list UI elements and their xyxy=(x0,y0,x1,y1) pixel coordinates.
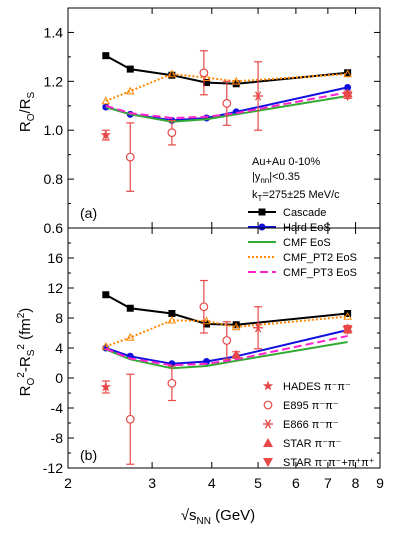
y-tick-label: 16 xyxy=(47,250,63,266)
series-line-cmf-pt3-eos xyxy=(105,91,348,120)
series-point-cmf-pt2-eos xyxy=(231,76,241,85)
x-tick-label: 4 xyxy=(208,475,216,491)
legend-label: STAR π⁻π⁻+π⁺π⁺ xyxy=(283,457,375,469)
legend-marker-asterisk-stroke xyxy=(264,419,272,429)
y-tick-label: 1.2 xyxy=(44,73,64,89)
legend-label: HADES π⁻π⁻ xyxy=(283,381,351,393)
x-tick-label: 7 xyxy=(324,475,332,491)
series-point-cascade xyxy=(203,79,211,87)
series-line-hard-eos xyxy=(105,329,348,365)
series-line-cmf-eos xyxy=(105,95,348,123)
y-tick-label: 0 xyxy=(55,370,63,386)
data-point-e895 xyxy=(167,128,177,138)
y-tick-label: 4 xyxy=(55,340,63,356)
panel-label-a: (a) xyxy=(80,205,97,221)
legend-label: CMF EoS xyxy=(283,237,331,249)
series-line-cascade xyxy=(105,54,348,85)
legend-label: CMF_PT2 EoS xyxy=(283,252,357,264)
x-tick-label: 3 xyxy=(148,475,156,491)
series-point-cascade xyxy=(102,52,110,60)
series-point-cascade xyxy=(344,69,352,77)
legend-label: E895 π⁻π⁻ xyxy=(283,400,339,412)
data-point-star- xyxy=(231,349,242,359)
series-point-cascade xyxy=(168,310,176,317)
data-point-e895- xyxy=(222,336,232,345)
series-point-cascade xyxy=(232,321,240,329)
series-line-cascade xyxy=(105,293,348,326)
y-tick-label: 1.4 xyxy=(44,24,64,40)
series-point-cascade xyxy=(102,291,110,299)
series-point-cmf-pt2-eos xyxy=(343,69,352,78)
data-point-e895- xyxy=(125,414,135,424)
data-point-star- xyxy=(342,326,353,335)
x-tick-label: 9 xyxy=(376,475,384,491)
data-point-e866--stroke xyxy=(255,323,262,333)
legend-marker-star xyxy=(262,380,274,391)
y-axis-label-a: RO/RS xyxy=(17,92,37,133)
legend-label: STAR π⁻π⁻ xyxy=(283,438,342,450)
y-tick-label: 12 xyxy=(47,280,63,296)
y-tick-label: 1.0 xyxy=(44,122,64,138)
data-point-e866-stroke xyxy=(255,91,262,101)
series-point-cmf-pt2-eos xyxy=(101,96,111,105)
series-point-cmf-pt2-eos xyxy=(202,316,211,325)
data-point-e895- xyxy=(199,302,209,312)
legend-label: E866 π⁻π⁻ xyxy=(283,419,339,431)
y-tick-label: 8 xyxy=(55,310,63,326)
annotation-block: Au+Au 0-10% |ynn|<0.35 kT=275±25 MeV/c xyxy=(252,156,340,203)
series-point-cascade xyxy=(168,71,176,79)
series-point-cmf-pt2-eos xyxy=(167,315,177,324)
annotation-rapidity: |ynn|<0.35 xyxy=(252,171,300,185)
series-point-cmf-pt2-eos xyxy=(125,86,135,95)
series-point-hard-eos xyxy=(344,83,352,91)
y-tick-label: 0.6 xyxy=(44,220,64,236)
series-point-cmf-pt2-eos xyxy=(202,73,211,81)
y-tick-label: -8 xyxy=(51,430,64,446)
y-axis-label-b: RO2-RS2 (fm2) xyxy=(16,308,37,397)
annotation-system: Au+Au 0-10% xyxy=(252,156,320,168)
legend-marker-triangle-up xyxy=(263,438,273,447)
panel-label-b: (b) xyxy=(80,447,97,463)
series-point-cmf-pt2-eos xyxy=(231,322,241,331)
y-tick-label: -12 xyxy=(43,460,63,476)
plot-frame xyxy=(67,227,381,469)
series-line-cmf-pt2-eos xyxy=(105,315,348,348)
series-point-cascade xyxy=(126,65,134,73)
legend-experiments: HADES π⁻π⁻ E895 π⁻π⁻ E866 π⁻π⁻ STAR π⁻π⁻ STA… xyxy=(262,380,375,469)
data-point-hades- xyxy=(100,381,112,392)
series-line-cmf-eos xyxy=(105,341,348,370)
legend-marker xyxy=(258,208,266,216)
series-line-cmf-pt2-eos xyxy=(105,72,348,102)
data-point-e895 xyxy=(125,152,135,162)
y-tick-label: -4 xyxy=(51,400,64,416)
legend-label: CMF_PT3 EoS xyxy=(283,267,357,279)
y-tick-label: 0.8 xyxy=(44,171,64,187)
data-point-e895 xyxy=(199,68,209,78)
series-point-cmf-pt2-eos xyxy=(125,332,135,341)
series-point-cmf-pt2-eos xyxy=(343,311,352,320)
x-axis-label: √sNN (GeV) xyxy=(181,507,255,527)
legend-marker xyxy=(258,223,266,231)
legend-marker-triangle-down xyxy=(263,458,273,467)
series-point-cmf-pt2-eos xyxy=(167,69,177,78)
data-point-star- xyxy=(342,92,353,101)
x-tick-label: 2 xyxy=(64,475,72,491)
legend-marker-open-circle xyxy=(263,400,273,410)
x-tick-label: 5 xyxy=(254,475,262,491)
series-point-cascade xyxy=(126,304,134,312)
data-point-e895- xyxy=(167,378,177,388)
x-tick-label: 6 xyxy=(292,475,300,491)
data-point-e895 xyxy=(222,98,232,108)
data-point-hades xyxy=(100,129,112,140)
annotation-kt: kT=275±25 MeV/c xyxy=(252,189,340,203)
legend-label: Cascade xyxy=(283,207,326,219)
series-line-cmf-pt3-eos xyxy=(105,335,348,367)
x-tick-label: 8 xyxy=(352,475,360,491)
